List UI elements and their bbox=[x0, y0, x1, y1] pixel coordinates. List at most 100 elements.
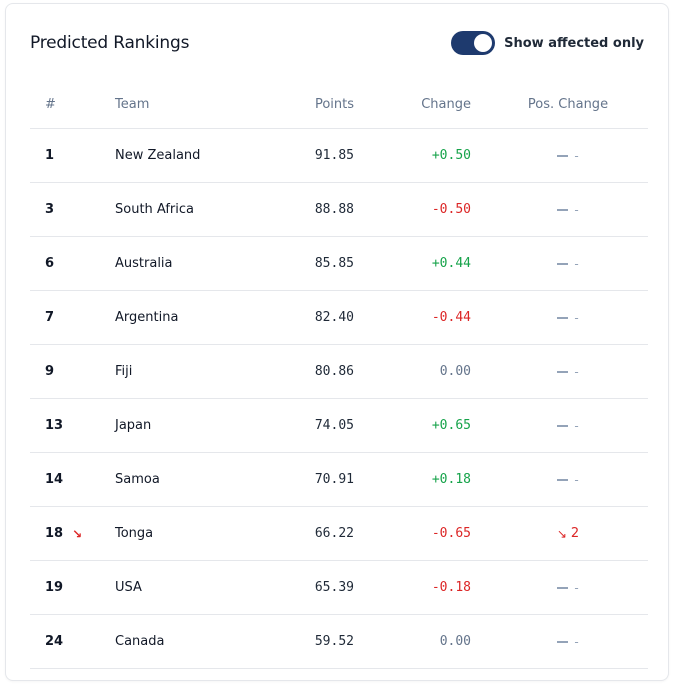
dash-icon bbox=[557, 640, 569, 643]
no-change-indicator: - bbox=[557, 472, 579, 487]
dash-icon bbox=[557, 262, 569, 265]
pos-change-text: - bbox=[574, 364, 579, 379]
rank-cell: 24 bbox=[45, 615, 63, 668]
dash-icon bbox=[557, 478, 569, 481]
rank-value: 9 bbox=[45, 364, 55, 379]
card-header: Predicted Rankings Show affected only bbox=[30, 30, 644, 56]
points-value: 66.22 bbox=[314, 526, 354, 541]
table-row: 24 Canada 59.52 0.00 - bbox=[30, 615, 648, 669]
points-value: 88.88 bbox=[314, 202, 354, 217]
dash-icon bbox=[557, 208, 569, 211]
team-name: Argentina bbox=[115, 310, 179, 325]
rank-cell: 1 bbox=[45, 129, 54, 182]
pos-change-cell: - bbox=[505, 615, 631, 668]
team-name: New Zealand bbox=[115, 148, 201, 163]
rank-value: 13 bbox=[45, 418, 64, 433]
dash-icon bbox=[557, 424, 569, 427]
pos-change-text: - bbox=[574, 202, 579, 217]
no-change-indicator: - bbox=[557, 256, 579, 271]
pos-change-value: 2 bbox=[570, 526, 580, 541]
toggle-label[interactable]: Show affected only bbox=[504, 35, 644, 51]
change-value: +0.65 bbox=[431, 418, 471, 433]
pos-change-cell: - bbox=[505, 237, 631, 290]
rank-cell: 13 bbox=[45, 399, 63, 452]
pos-change-cell: - bbox=[505, 183, 631, 236]
points-value: 82.40 bbox=[314, 310, 354, 325]
change-value: 0.00 bbox=[439, 364, 471, 379]
rank-cell: 7 bbox=[45, 291, 54, 344]
dash-icon bbox=[557, 316, 569, 319]
pos-change-text: - bbox=[574, 310, 579, 325]
change-value: -0.50 bbox=[431, 202, 471, 217]
table-row: 6 Australia 85.85 +0.44 - bbox=[30, 237, 648, 291]
column-header-rank: # bbox=[45, 96, 56, 112]
toggle-knob bbox=[474, 34, 493, 52]
page-title: Predicted Rankings bbox=[30, 33, 190, 53]
column-header-pos-change: Pos. Change bbox=[527, 96, 609, 112]
dash-icon bbox=[557, 154, 569, 157]
rank-value: 14 bbox=[45, 472, 64, 487]
rank-value: 24 bbox=[45, 634, 64, 649]
team-name: South Africa bbox=[115, 202, 194, 217]
dash-icon bbox=[557, 586, 569, 589]
team-name: Fiji bbox=[115, 364, 133, 379]
change-value: +0.50 bbox=[431, 148, 471, 163]
rank-cell: 19 bbox=[45, 561, 63, 614]
trend-down-icon: ↘ bbox=[72, 526, 83, 541]
change-value: -0.44 bbox=[431, 310, 471, 325]
rank-cell: 14 bbox=[45, 453, 63, 506]
pos-change-indicator: ↘ 2 bbox=[557, 526, 579, 541]
team-name: Tonga bbox=[115, 526, 154, 541]
change-value: -0.65 bbox=[431, 526, 471, 541]
column-header-team: Team bbox=[115, 96, 150, 112]
rankings-card: Predicted Rankings Show affected only # … bbox=[5, 3, 669, 681]
pos-change-text: - bbox=[574, 148, 579, 163]
points-value: 65.39 bbox=[314, 580, 354, 595]
no-change-indicator: - bbox=[557, 148, 579, 163]
change-value: 0.00 bbox=[439, 634, 471, 649]
no-change-indicator: - bbox=[557, 634, 579, 649]
change-value: +0.44 bbox=[431, 256, 471, 271]
pos-change-text: - bbox=[574, 418, 579, 433]
rank-value: 18 bbox=[45, 526, 64, 541]
table-row: 14 Samoa 70.91 +0.18 - bbox=[30, 453, 648, 507]
no-change-indicator: - bbox=[557, 202, 579, 217]
points-value: 74.05 bbox=[314, 418, 354, 433]
table-row: 9 Fiji 80.86 0.00 - bbox=[30, 345, 648, 399]
pos-change-cell: - bbox=[505, 561, 631, 614]
points-value: 91.85 bbox=[314, 148, 354, 163]
pos-change-cell: - bbox=[505, 399, 631, 452]
team-name: Australia bbox=[115, 256, 173, 271]
pos-change-cell: - bbox=[505, 291, 631, 344]
pos-change-text: - bbox=[574, 634, 579, 649]
rank-value: 3 bbox=[45, 202, 55, 217]
table-row: 19 USA 65.39 -0.18 - bbox=[30, 561, 648, 615]
table-row: 7 Argentina 82.40 -0.44 - bbox=[30, 291, 648, 345]
show-affected-toggle-group[interactable]: Show affected only bbox=[451, 30, 644, 56]
team-name: Samoa bbox=[115, 472, 160, 487]
table-row: 13 Japan 74.05 +0.65 - bbox=[30, 399, 648, 453]
rank-cell: 6 bbox=[45, 237, 54, 290]
no-change-indicator: - bbox=[557, 364, 579, 379]
table-row: 3 South Africa 88.88 -0.50 - bbox=[30, 183, 648, 237]
pos-change-text: - bbox=[574, 580, 579, 595]
team-name: USA bbox=[115, 580, 142, 595]
pos-change-cell: ↘ 2 bbox=[505, 507, 631, 560]
show-affected-toggle[interactable] bbox=[451, 31, 496, 55]
trend-down-icon: ↘ bbox=[556, 526, 567, 541]
pos-change-text: - bbox=[574, 256, 579, 271]
points-value: 85.85 bbox=[314, 256, 354, 271]
change-value: +0.18 bbox=[431, 472, 471, 487]
pos-change-text: - bbox=[574, 472, 579, 487]
pos-change-cell: - bbox=[505, 345, 631, 398]
column-header-points: Points bbox=[314, 96, 354, 112]
dash-icon bbox=[557, 370, 569, 373]
no-change-indicator: - bbox=[557, 418, 579, 433]
points-value: 80.86 bbox=[314, 364, 354, 379]
table-header-row: # Team Points Change Pos. Change bbox=[30, 80, 648, 129]
rank-value: 1 bbox=[45, 148, 55, 163]
rank-cell: 18 ↘ bbox=[45, 507, 82, 560]
rank-value: 19 bbox=[45, 580, 64, 595]
rankings-table: # Team Points Change Pos. Change 1 New Ze… bbox=[30, 80, 648, 669]
points-value: 70.91 bbox=[314, 472, 354, 487]
